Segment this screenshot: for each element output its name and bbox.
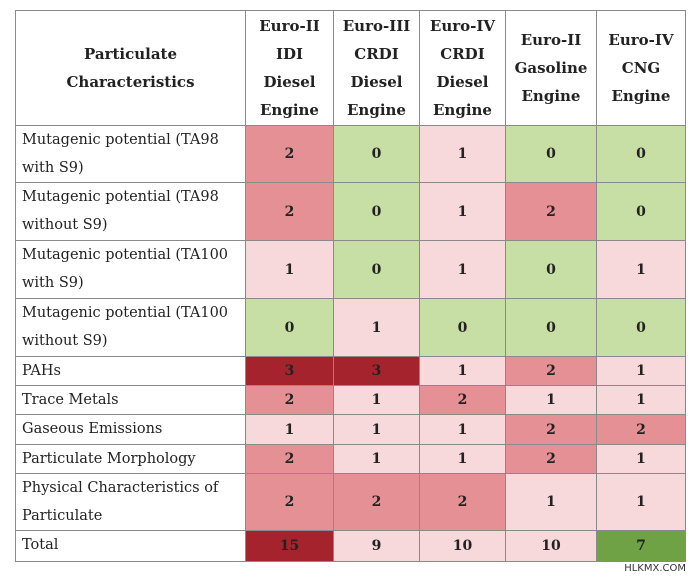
header-col-euro2-idi-diesel: Euro-II IDI Diesel Engine: [245, 10, 334, 126]
score-cell: 0: [596, 182, 686, 241]
row-label: Gaseous Emissions: [15, 414, 246, 445]
watermark: HLKMX.COM: [624, 563, 686, 574]
score-cell: 0: [333, 182, 420, 241]
row-label: PAHs: [15, 356, 246, 386]
score-cell: 0: [245, 298, 334, 357]
score-cell: 2: [245, 125, 334, 183]
table-row: Mutagenic potential (TA98 without S9) 2 …: [15, 182, 686, 241]
table-row: Mutagenic potential (TA100 without S9) 0…: [15, 298, 686, 357]
score-cell: 1: [333, 444, 420, 474]
score-cell: 1: [333, 385, 420, 415]
header-col-euro4-cng: Euro-IV CNG Engine: [596, 10, 686, 126]
score-cell: 1: [419, 182, 506, 241]
score-cell: 1: [505, 385, 597, 415]
table-row: Mutagenic potential (TA98 with S9) 2 0 1…: [15, 125, 686, 183]
score-cell: 2: [245, 473, 334, 531]
table-row: Physical Characteristics of Particulate …: [15, 473, 686, 531]
score-cell: 0: [505, 125, 597, 183]
row-label: Trace Metals: [15, 385, 246, 415]
score-cell: 1: [596, 356, 686, 386]
row-label: Total: [15, 530, 246, 562]
score-cell: 2: [419, 385, 506, 415]
score-cell: 2: [505, 414, 597, 445]
header-col-euro2-gasoline: Euro-II Gasoline Engine: [505, 10, 597, 126]
score-cell: 2: [505, 182, 597, 241]
score-cell: 2: [505, 356, 597, 386]
row-label: Physical Characteristics of Particulate: [15, 473, 246, 531]
row-label: Particulate Morphology: [15, 444, 246, 474]
score-cell: 1: [596, 473, 686, 531]
score-cell: 2: [333, 473, 420, 531]
score-cell: 3: [333, 356, 420, 386]
header-col-euro4-crdi-diesel: Euro-IV CRDI Diesel Engine: [419, 10, 506, 126]
score-cell: 2: [505, 444, 597, 474]
score-cell: 1: [419, 125, 506, 183]
score-cell: 1: [419, 356, 506, 386]
table-row: Gaseous Emissions 1 1 1 2 2: [15, 414, 686, 445]
row-label: Mutagenic potential (TA100 without S9): [15, 298, 246, 357]
score-cell: 1: [596, 240, 686, 299]
total-cell: 9: [333, 530, 420, 562]
score-cell: 0: [505, 298, 597, 357]
score-cell: 1: [245, 414, 334, 445]
table-row: Particulate Morphology 2 1 1 2 1: [15, 444, 686, 474]
table-row-total: Total 15 9 10 10 7: [15, 530, 686, 562]
score-cell: 2: [596, 414, 686, 445]
row-label: Mutagenic potential (TA98 without S9): [15, 182, 246, 241]
score-cell: 1: [596, 385, 686, 415]
comparison-table: Particulate Characteristics Euro-II IDI …: [15, 10, 686, 562]
score-cell: 0: [505, 240, 597, 299]
score-cell: 0: [333, 125, 420, 183]
score-cell: 2: [419, 473, 506, 531]
score-cell: 0: [596, 125, 686, 183]
table-row: Trace Metals 2 1 2 1 1: [15, 385, 686, 415]
score-cell: 1: [333, 298, 420, 357]
score-cell: 2: [245, 182, 334, 241]
score-cell: 1: [245, 240, 334, 299]
score-cell: 3: [245, 356, 334, 386]
score-cell: 2: [245, 385, 334, 415]
score-cell: 0: [419, 298, 506, 357]
table-row: Mutagenic potential (TA100 with S9) 1 0 …: [15, 240, 686, 299]
row-label: Mutagenic potential (TA98 with S9): [15, 125, 246, 183]
score-cell: 2: [245, 444, 334, 474]
score-cell: 0: [333, 240, 420, 299]
header-label: Particulate Characteristics: [15, 10, 246, 126]
score-cell: 1: [419, 414, 506, 445]
score-cell: 1: [419, 444, 506, 474]
score-cell: 0: [596, 298, 686, 357]
total-cell: 7: [596, 530, 686, 562]
total-cell: 10: [419, 530, 506, 562]
total-cell: 15: [245, 530, 334, 562]
score-cell: 1: [333, 414, 420, 445]
score-cell: 1: [419, 240, 506, 299]
total-cell: 10: [505, 530, 597, 562]
score-cell: 1: [596, 444, 686, 474]
table-row: PAHs 3 3 1 2 1: [15, 356, 686, 386]
score-cell: 1: [505, 473, 597, 531]
header-col-euro3-crdi-diesel: Euro-III CRDI Diesel Engine: [333, 10, 420, 126]
row-label: Mutagenic potential (TA100 with S9): [15, 240, 246, 299]
